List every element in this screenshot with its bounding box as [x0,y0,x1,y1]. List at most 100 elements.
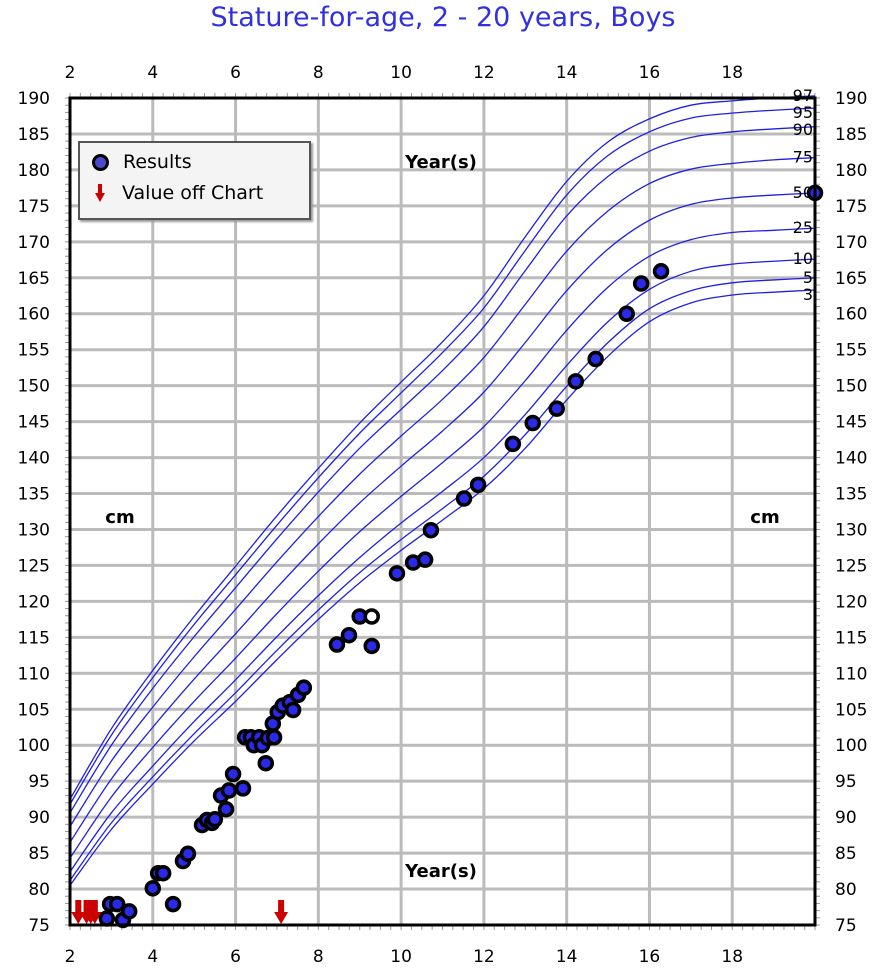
y-tick-label-left: 125 [18,556,50,576]
x-tick-label-bottom: 10 [390,947,412,967]
result-point [154,864,172,882]
result-point [455,490,473,507]
y-tick-label-left: 95 [28,772,50,792]
y-tick-label-left: 165 [18,269,50,289]
x-tick-label-top: 16 [639,63,661,83]
percentile-curve-25 [69,227,816,859]
legend-label-results: Results [123,151,192,173]
x-tick-label-bottom: 14 [556,947,578,967]
x-tick-label-top: 14 [556,63,578,83]
result-point [179,845,197,863]
result-point [98,910,116,927]
result-point [416,551,434,568]
percentile-label-50: 50 [793,183,813,202]
result-point [108,895,126,913]
result-point [257,754,275,772]
percentile-curve-3 [69,289,816,886]
result-point-hollow [363,608,380,625]
y-tick-label-left: 75 [28,916,50,936]
result-point [220,782,238,799]
y-axis-label-left: cm [105,507,134,528]
x-tick-label-bottom: 2 [65,947,76,967]
percentile-label-97: 97 [793,86,813,105]
y-tick-label-left: 170 [18,233,50,253]
percentile-label-3: 3 [803,285,813,304]
result-point [567,373,585,390]
y-tick-label-left: 120 [18,592,50,612]
x-tick-label-bottom: 6 [230,947,241,967]
off-chart-arrow-shaft [75,900,82,914]
result-point [422,521,440,539]
result-point [524,414,541,432]
result-point [206,811,224,828]
result-point [224,765,242,783]
y-tick-label-left: 100 [18,736,50,756]
y-tick-label-left: 85 [28,844,50,864]
y-tick-label-right: 145 [835,413,867,433]
x-tick-label-bottom: 8 [313,947,324,967]
off-chart-arrow-shaft [278,900,285,914]
y-tick-label-left: 175 [18,197,50,217]
off-chart-arrow-shaft [83,900,90,914]
y-tick-label-right: 75 [835,916,857,936]
percentile-curve-95 [69,107,816,805]
legend-item-off-chart: Value off Chart [92,182,263,204]
y-tick-label-right: 80 [835,880,857,900]
off-chart-arrow [274,912,289,924]
percentile-label-25: 25 [793,218,813,237]
percentile-curve-10 [69,258,816,873]
x-tick-label-bottom: 16 [639,947,661,967]
percentile-label-90: 90 [793,120,813,139]
result-point [548,400,565,417]
x-tick-label-top: 12 [473,63,495,83]
legend-item-results: Results [92,151,192,173]
x-tick-label-top: 4 [147,63,158,83]
y-tick-label-right: 125 [835,556,867,576]
y-axis-label-right: cm [750,507,779,528]
y-tick-label-right: 100 [835,736,867,756]
result-point [618,305,635,322]
y-tick-label-right: 120 [835,592,867,612]
result-point [234,780,252,797]
result-point [469,476,487,494]
x-tick-label-top: 6 [230,63,241,83]
result-point [340,626,358,644]
off-chart-arrow-shaft [91,900,98,914]
x-tick-label-top: 18 [721,63,743,83]
result-point [217,800,235,818]
result-point [164,895,182,913]
result-point [144,880,162,897]
chart-title: Stature-for-age, 2 - 20 years, Boys [210,2,676,33]
plot-area [70,98,815,925]
x-tick-label-top: 2 [65,63,76,83]
x-tick-label-bottom: 18 [721,947,743,967]
y-tick-label-left: 155 [18,341,50,361]
y-tick-label-right: 150 [835,377,867,397]
percentile-label-10: 10 [793,249,813,268]
y-tick-label-right: 85 [835,844,857,864]
y-tick-label-left: 110 [18,664,50,684]
y-tick-label-left: 185 [18,125,50,145]
y-tick-label-right: 180 [835,161,867,181]
y-tick-label-left: 135 [18,485,50,505]
percentile-curve-5 [69,277,816,881]
y-tick-label-left: 105 [18,700,50,720]
y-tick-label-right: 135 [835,485,867,505]
y-tick-label-left: 140 [18,449,50,469]
y-tick-label-left: 115 [18,628,50,648]
result-point [587,350,604,368]
y-tick-label-right: 190 [835,89,867,109]
y-tick-label-left: 80 [28,880,50,900]
percentile-label-5: 5 [803,268,813,287]
y-tick-label-right: 155 [835,341,867,361]
x-tick-label-bottom: 12 [473,947,495,967]
x-tick-label-top: 10 [390,63,412,83]
y-tick-label-left: 150 [18,377,50,397]
percentile-curve-97 [69,95,816,800]
result-point [265,729,283,746]
result-point [504,435,522,453]
y-tick-label-right: 160 [835,305,867,325]
percentile-curve-90 [69,126,816,814]
